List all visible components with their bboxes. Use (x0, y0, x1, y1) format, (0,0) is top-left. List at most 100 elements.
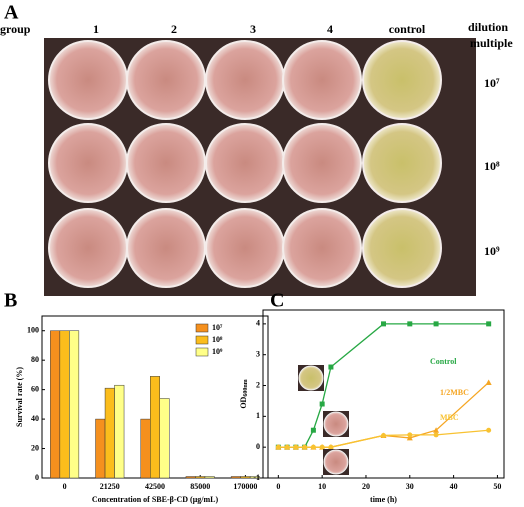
petri-dish (205, 123, 285, 203)
x-tick-label: 30 (406, 482, 414, 491)
bar (50, 330, 61, 479)
marker (433, 432, 439, 438)
column-label: 2 (171, 22, 177, 36)
y-tick-label: 0 (35, 473, 39, 482)
marker (486, 427, 492, 433)
x-tick-label: 10 (318, 482, 326, 491)
row-label: 10⁸ (484, 159, 500, 173)
inset-dish (298, 365, 324, 391)
marker (407, 432, 413, 438)
legend-label: 10⁷ (212, 323, 223, 332)
column-label: control (389, 22, 426, 36)
x-tick-label: 42500 (145, 482, 165, 491)
x-tick-label: 0 (276, 482, 280, 491)
legend-swatch (195, 323, 209, 333)
petri-dish (362, 123, 442, 203)
marker (486, 321, 492, 327)
y-tick-label: 100 (27, 326, 39, 335)
y-tick-label: -1 (253, 473, 260, 482)
column-label: 3 (250, 22, 256, 36)
petri-dish (205, 208, 285, 288)
marker (302, 444, 308, 450)
bar (240, 476, 251, 479)
legend-label: 10⁹ (212, 347, 223, 356)
y-tick-label: 40 (31, 414, 39, 423)
marker (406, 434, 413, 441)
bar (159, 398, 170, 479)
inset-dish (323, 411, 349, 437)
inset-dish (323, 449, 349, 475)
marker (328, 444, 334, 450)
marker (284, 444, 290, 450)
column-label: 1 (93, 22, 99, 36)
y-tick-label: 3 (256, 350, 260, 359)
petri-dish (126, 123, 206, 203)
bar (249, 476, 260, 479)
petri-dish (362, 208, 442, 288)
bar (150, 376, 160, 479)
x-tick-label: 21250 (100, 482, 120, 491)
y-tick-label: 60 (31, 384, 39, 393)
y-tick-label: 2 (256, 380, 260, 389)
petri-dish (282, 40, 362, 120)
petri-dish (126, 40, 206, 120)
y-tick-label: 80 (31, 355, 39, 364)
y-axis-label: OD600nm (239, 379, 250, 408)
bar (185, 476, 196, 479)
bar (230, 476, 241, 479)
marker (433, 427, 440, 433)
row-header: group (0, 22, 31, 36)
x-tick-label: 50 (493, 482, 501, 491)
plot-frame (262, 309, 505, 479)
bar (95, 418, 106, 479)
marker (485, 379, 492, 385)
petri-dish (205, 40, 285, 120)
marker (433, 321, 439, 327)
row-label: 10⁷ (484, 76, 500, 90)
series-label: MBC (440, 413, 459, 422)
marker (381, 321, 386, 327)
legend-swatch (195, 347, 209, 357)
marker (310, 444, 316, 450)
y-tick-label: 0 (256, 442, 260, 451)
x-axis-label: time (h) (370, 495, 397, 504)
marker (381, 432, 386, 438)
bar (195, 476, 206, 479)
marker (328, 364, 334, 370)
dilution-header: dilution (468, 20, 508, 34)
x-tick-label: 170000 (233, 482, 257, 491)
bar (104, 387, 115, 479)
bar (140, 418, 151, 479)
bar (59, 330, 70, 479)
series-label: 1/2MBC (440, 388, 469, 397)
y-axis-label-main: OD (239, 396, 248, 408)
marker (319, 444, 325, 450)
x-tick-label: 40 (450, 482, 458, 491)
legend-swatch (195, 335, 209, 345)
petri-dish (48, 123, 128, 203)
legend-label: 10⁸ (212, 335, 223, 344)
y-tick-label: 1 (256, 411, 260, 420)
petri-dish (126, 208, 206, 288)
petri-dish (362, 40, 442, 120)
y-tick-label: 4 (256, 319, 260, 328)
panel-label: A (4, 2, 19, 24)
column-label: 4 (327, 22, 333, 36)
marker (319, 401, 325, 407)
dilution-header: multiple (470, 36, 513, 50)
series-label: Control (430, 357, 457, 366)
marker (293, 444, 299, 450)
bar (204, 476, 215, 479)
bar (69, 330, 80, 479)
x-tick-label: 85000 (190, 482, 210, 491)
petri-dish (282, 123, 362, 203)
marker (407, 321, 413, 327)
panel-label: C (270, 290, 284, 312)
petri-dish (282, 208, 362, 288)
y-tick-label: 20 (31, 443, 39, 452)
x-axis-label: Concentration of SBE-β-CD (μg/mL) (92, 495, 219, 504)
y-axis-label: Survival rate (%) (15, 367, 24, 427)
y-axis-label-sub: 600nm (243, 379, 249, 396)
petri-dish (48, 40, 128, 120)
